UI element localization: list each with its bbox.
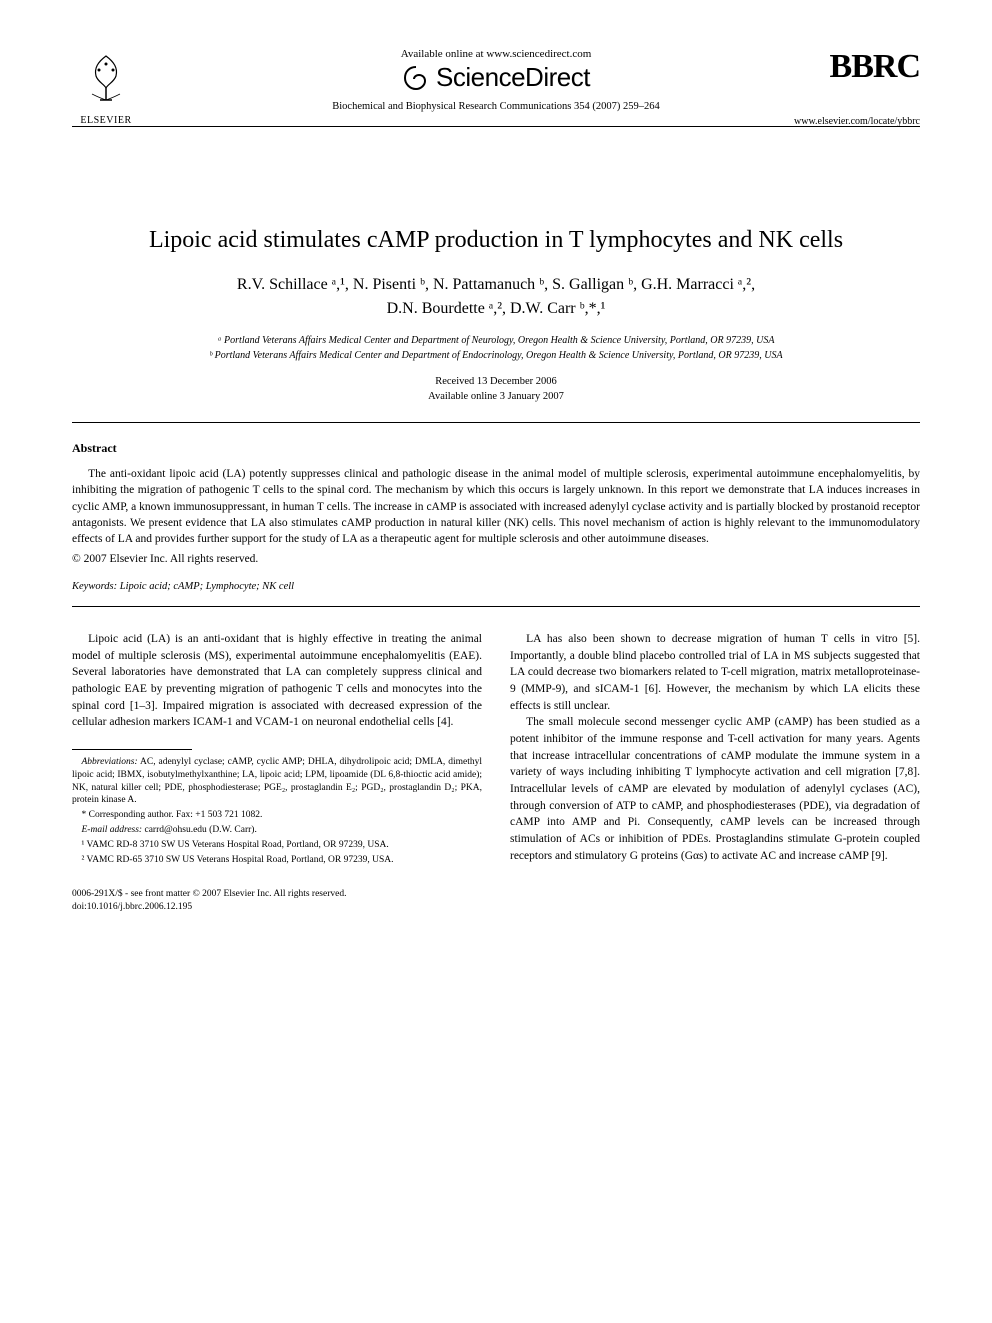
email-footnote: E-mail address: carrd@ohsu.edu (D.W. Car… [72, 824, 482, 837]
abstract-copyright: © 2007 Elsevier Inc. All rights reserved… [72, 553, 920, 565]
received-date: Received 13 December 2006 [72, 375, 920, 390]
elsevier-logo: ELSEVIER [72, 48, 140, 126]
article-title: Lipoic acid stimulates cAMP production i… [72, 225, 920, 255]
bbrc-logo: BBRC [830, 48, 920, 86]
footer-block: 0006-291X/$ - see front matter © 2007 El… [72, 888, 482, 913]
right-paragraph-1: LA has also been shown to decrease migra… [510, 631, 920, 714]
corresponding-author-footnote: * Corresponding author. Fax: +1 503 721 … [72, 809, 482, 822]
publication-dates: Received 13 December 2006 Available onli… [72, 375, 920, 404]
right-column: LA has also been shown to decrease migra… [510, 631, 920, 913]
authors-line-1: R.V. Schillace ᵃ,¹, N. Pisenti ᵇ, N. Pat… [72, 273, 920, 297]
right-paragraph-2: The small molecule second messenger cycl… [510, 714, 920, 864]
abstract-top-rule [72, 422, 920, 423]
sciencedirect-logo: ScienceDirect [402, 62, 590, 93]
doi-line: doi:10.1016/j.bbrc.2006.12.195 [72, 901, 482, 913]
footnote-2: ² VAMC RD-65 3710 SW US Veterans Hospita… [72, 854, 482, 867]
bbrc-url: www.elsevier.com/locate/ybbrc [794, 116, 920, 127]
footnote-1: ¹ VAMC RD-8 3710 SW US Veterans Hospital… [72, 839, 482, 852]
abbreviations-label: Abbreviations: [82, 757, 138, 767]
journal-reference: Biochemical and Biophysical Research Com… [72, 101, 920, 112]
body-columns: Lipoic acid (LA) is an anti-oxidant that… [72, 631, 920, 913]
abstract-bottom-rule [72, 606, 920, 607]
keywords-block: Keywords: Lipoic acid; cAMP; Lymphocyte;… [72, 581, 920, 592]
abstract-heading: Abstract [72, 441, 920, 456]
footnotes-rule [72, 749, 192, 750]
footnotes-block: Abbreviations: AC, adenylyl cyclase; cAM… [72, 756, 482, 867]
affiliation-a: ᵃ Portland Veterans Affairs Medical Cent… [72, 333, 920, 348]
front-matter-line: 0006-291X/$ - see front matter © 2007 El… [72, 888, 482, 900]
intro-paragraph: Lipoic acid (LA) is an anti-oxidant that… [72, 631, 482, 731]
abstract-text: The anti-oxidant lipoic acid (LA) potent… [72, 466, 920, 546]
abbreviations-footnote: Abbreviations: AC, adenylyl cyclase; cAM… [72, 756, 482, 807]
affiliation-b: ᵇ Portland Veterans Affairs Medical Cent… [72, 348, 920, 363]
elsevier-tree-icon [78, 48, 134, 108]
author-list: R.V. Schillace ᵃ,¹, N. Pisenti ᵇ, N. Pat… [72, 273, 920, 321]
email-label: E-mail address: [82, 825, 143, 835]
affiliations: ᵃ Portland Veterans Affairs Medical Cent… [72, 333, 920, 363]
elsevier-label: ELSEVIER [72, 115, 140, 126]
sciencedirect-text: ScienceDirect [436, 62, 590, 93]
left-column: Lipoic acid (LA) is an anti-oxidant that… [72, 631, 482, 913]
available-online-text: Available online at www.sciencedirect.co… [72, 48, 920, 60]
keywords-label: Keywords: [72, 581, 117, 592]
online-date: Available online 3 January 2007 [72, 390, 920, 405]
sciencedirect-swirl-icon [402, 64, 430, 92]
keywords-text: Lipoic acid; cAMP; Lymphocyte; NK cell [117, 581, 294, 592]
journal-header: ELSEVIER Available online at www.science… [72, 48, 920, 112]
authors-line-2: D.N. Bourdette ᵃ,², D.W. Carr ᵇ,*,¹ [72, 297, 920, 321]
header-center: Available online at www.sciencedirect.co… [72, 48, 920, 112]
email-text: carrd@ohsu.edu (D.W. Carr). [142, 825, 257, 835]
